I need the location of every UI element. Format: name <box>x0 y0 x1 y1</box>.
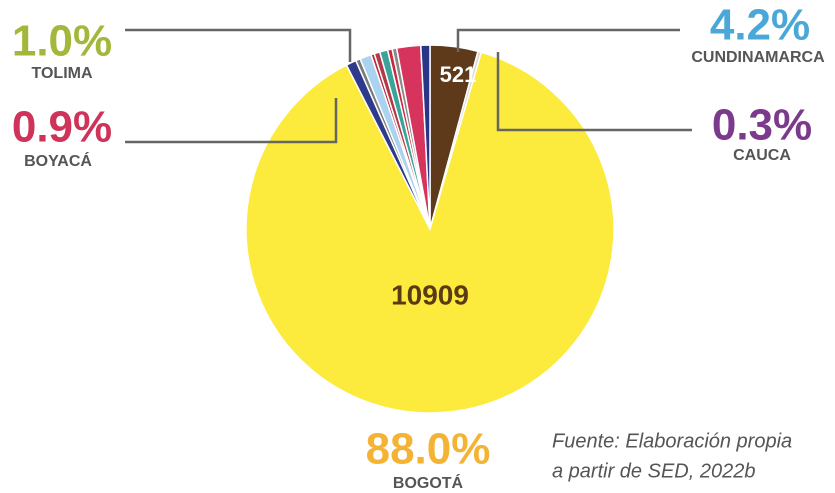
leader-line <box>125 98 338 144</box>
leader-line <box>456 28 680 52</box>
source-line: a partir de SED, 2022b <box>552 460 755 482</box>
percent-label: 88.0% <box>366 425 491 474</box>
count-label: 10909 <box>391 279 469 310</box>
percent-label: 0.3% <box>712 101 812 150</box>
percent-label: 4.2% <box>710 1 810 50</box>
pie-slice <box>419 44 431 230</box>
leader-line <box>125 28 352 62</box>
percent-label: 1.0% <box>12 17 112 66</box>
percent-label: 0.9% <box>12 103 112 152</box>
category-label: TOLIMA <box>31 65 92 82</box>
category-label: CUNDINAMARCA <box>691 49 825 66</box>
category-label: BOYACÁ <box>24 151 92 170</box>
source-line: Fuente: Elaboración propia <box>552 430 792 452</box>
count-label: 521 <box>440 62 477 87</box>
pie-slice <box>245 51 615 414</box>
category-label: CAUCA <box>733 147 791 164</box>
category-label: BOGOTÁ <box>393 473 464 492</box>
leader-line <box>496 52 692 132</box>
